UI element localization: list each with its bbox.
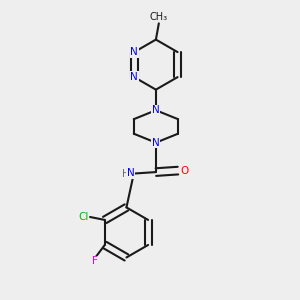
Text: N: N [152, 138, 160, 148]
Text: N: N [152, 105, 160, 115]
Text: N: N [130, 47, 138, 57]
Text: N: N [130, 72, 138, 82]
Text: O: O [180, 166, 189, 176]
Text: F: F [92, 256, 98, 266]
Text: Cl: Cl [78, 212, 89, 222]
Text: CH₃: CH₃ [150, 12, 168, 22]
Text: N: N [127, 168, 135, 178]
Text: H: H [122, 169, 129, 178]
